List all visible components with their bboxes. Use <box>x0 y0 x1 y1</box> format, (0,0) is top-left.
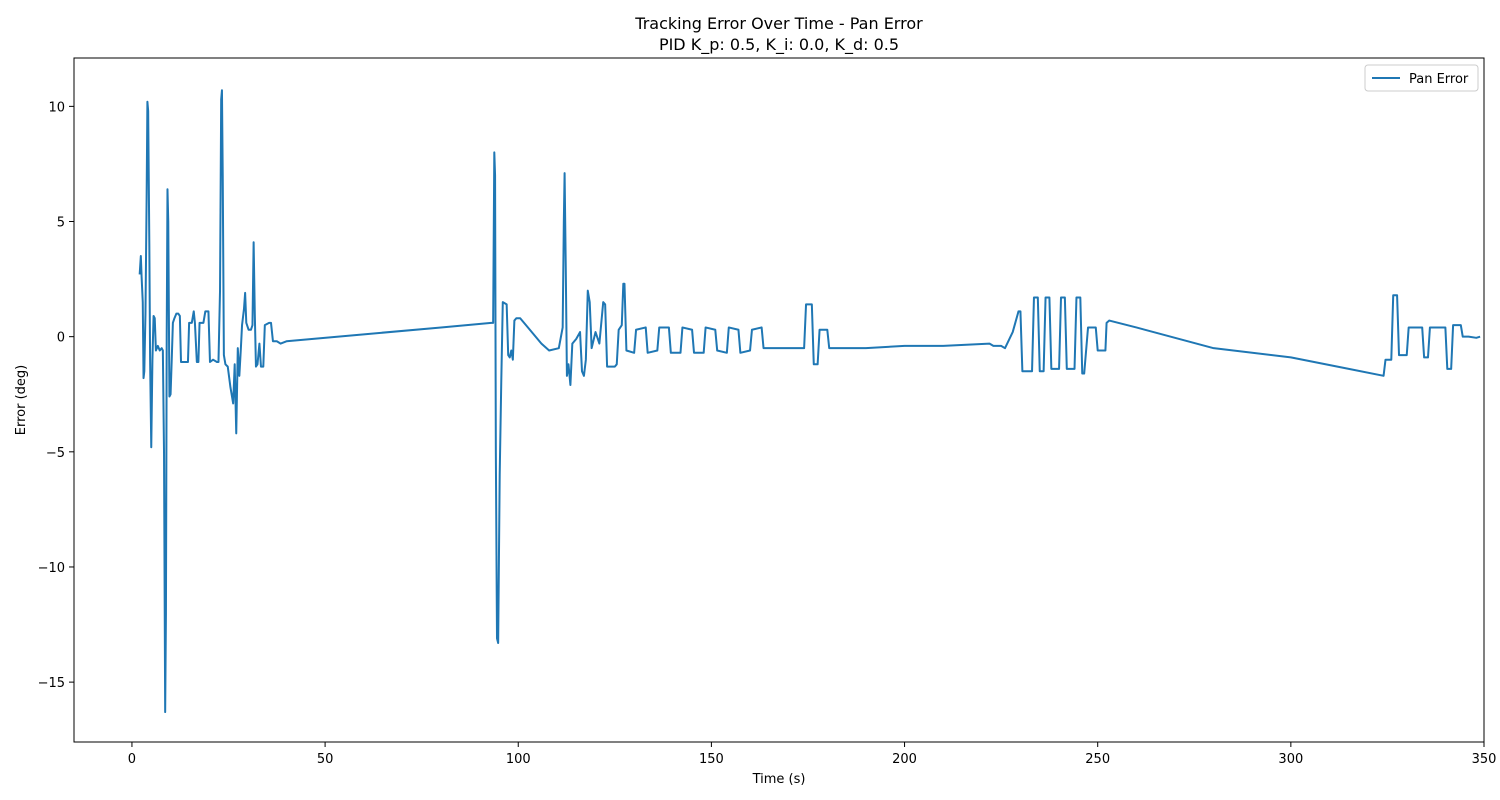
y-tick-label: −10 <box>38 561 65 576</box>
legend-box <box>1364 64 1479 92</box>
y-tick-label: −5 <box>46 446 65 461</box>
y-tick-label: 10 <box>48 100 65 115</box>
legend: Pan Error <box>1364 64 1479 92</box>
chart-title: Tracking Error Over Time - Pan Error <box>634 14 923 33</box>
chart-subtitle: PID K_p: 0.5, K_i: 0.0, K_d: 0.5 <box>659 35 899 55</box>
legend-label: Pan Error <box>1409 72 1469 87</box>
y-tick-label: 5 <box>57 216 65 231</box>
x-axis-label: Time (s) <box>752 772 806 787</box>
plot-area: 0 50 100 150 200 250 300 350 −15 −10 −5 0 5 10 <box>38 57 1497 767</box>
x-tick-label: 200 <box>892 752 917 767</box>
series-line-pan-error <box>138 89 1481 714</box>
x-tick-label: 250 <box>1085 752 1110 767</box>
x-tick-label: 350 <box>1472 752 1497 767</box>
x-tick-label: 100 <box>506 752 531 767</box>
y-axis-label: Error (deg) <box>14 365 29 435</box>
y-tick-label: 0 <box>57 331 65 346</box>
x-tick-label: 300 <box>1278 752 1303 767</box>
x-tick-label: 0 <box>128 752 136 767</box>
x-tick-label: 50 <box>317 752 334 767</box>
y-tick-label: −15 <box>38 676 65 691</box>
x-tick-label: 150 <box>699 752 724 767</box>
plot-frame <box>73 57 1485 743</box>
